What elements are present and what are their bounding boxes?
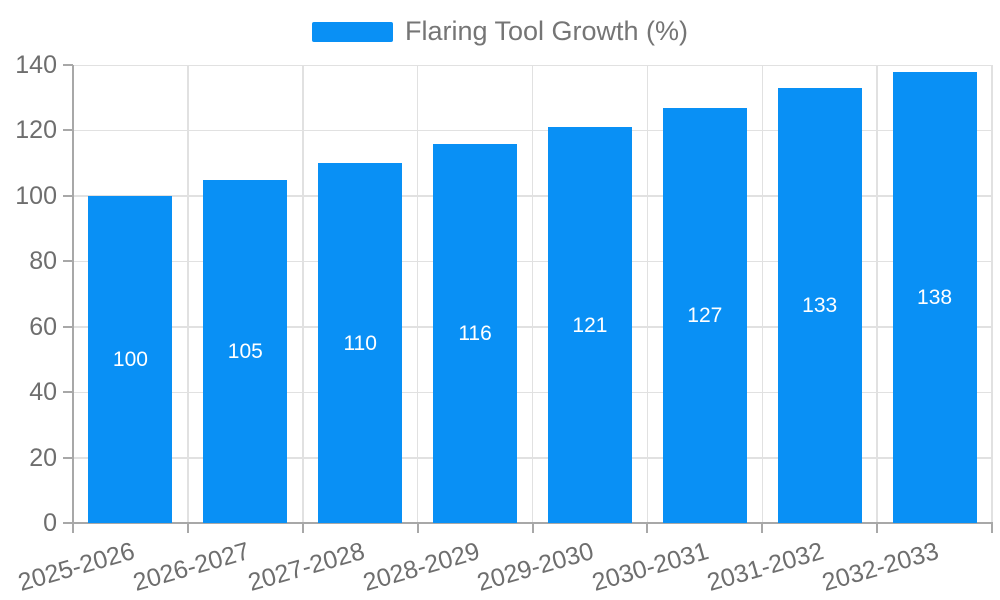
y-axis-tick <box>63 260 73 263</box>
bar: 116 <box>433 143 518 523</box>
y-axis-tick <box>63 522 73 524</box>
bar: 127 <box>662 107 747 523</box>
x-tick-label: 2029-2030 <box>474 537 598 597</box>
x-tick-label: 2025-2026 <box>14 537 138 597</box>
x-tick-label: 2026-2027 <box>129 537 253 597</box>
x-gridline <box>187 65 189 523</box>
bar: 121 <box>547 127 632 523</box>
x-axis-tick <box>991 523 993 533</box>
y-axis-tick <box>63 194 73 197</box>
bar: 100 <box>88 195 173 523</box>
y-tick-label: 120 <box>15 116 57 145</box>
x-gridline <box>302 65 304 523</box>
x-tick-label: 2032-2033 <box>819 537 942 597</box>
x-tick-label: 2031-2032 <box>704 537 827 597</box>
y-axis-tick <box>63 129 73 132</box>
x-gridline <box>416 65 419 523</box>
y-tick-label: 100 <box>15 181 57 210</box>
bar-value-label: 138 <box>917 285 953 309</box>
x-axis-tick <box>72 523 74 533</box>
bar: 133 <box>777 87 862 523</box>
bar: 138 <box>892 71 977 523</box>
y-axis-tick <box>63 64 73 66</box>
bar: 110 <box>318 163 403 523</box>
y-tick-label: 0 <box>43 509 57 537</box>
legend-label: Flaring Tool Growth (%) <box>404 16 689 46</box>
y-tick-label: 40 <box>29 378 57 407</box>
x-tick-label: 2028-2029 <box>359 537 483 597</box>
y-tick-label: 140 <box>15 51 57 79</box>
x-tick-label: 2027-2028 <box>244 537 368 597</box>
x-axis-tick <box>876 523 879 533</box>
bar-value-label: 116 <box>458 321 492 345</box>
chart-legend[interactable]: Flaring Tool Growth (%) <box>0 18 1000 45</box>
x-gridline <box>531 65 534 523</box>
x-axis-tick <box>531 523 534 533</box>
bar-value-label: 110 <box>343 331 377 355</box>
x-gridline <box>991 65 993 523</box>
y-tick-label: 80 <box>29 247 57 276</box>
x-axis-tick <box>646 523 649 533</box>
bar-value-label: 127 <box>687 303 723 327</box>
bar-value-label: 121 <box>572 313 608 337</box>
x-axis-tick <box>416 523 419 533</box>
x-axis-line <box>72 522 993 524</box>
x-gridline <box>761 65 763 523</box>
x-axis-tick <box>761 523 764 533</box>
y-tick-label: 20 <box>29 443 57 472</box>
x-axis-tick <box>186 523 189 533</box>
y-axis-tick <box>63 456 73 459</box>
y-axis-line <box>72 65 74 525</box>
bar-value-label: 105 <box>227 339 263 363</box>
y-axis-tick <box>63 325 73 328</box>
x-gridline <box>646 65 649 523</box>
legend-swatch <box>311 21 393 42</box>
x-gridline <box>876 65 878 523</box>
bar-value-label: 133 <box>802 293 838 317</box>
y-tick-label: 60 <box>29 312 57 341</box>
y-axis-tick <box>63 391 73 394</box>
x-axis-tick <box>301 523 304 533</box>
x-tick-label: 2030-2031 <box>589 537 712 597</box>
bar-value-label: 100 <box>112 347 148 371</box>
bar: 105 <box>203 179 288 523</box>
